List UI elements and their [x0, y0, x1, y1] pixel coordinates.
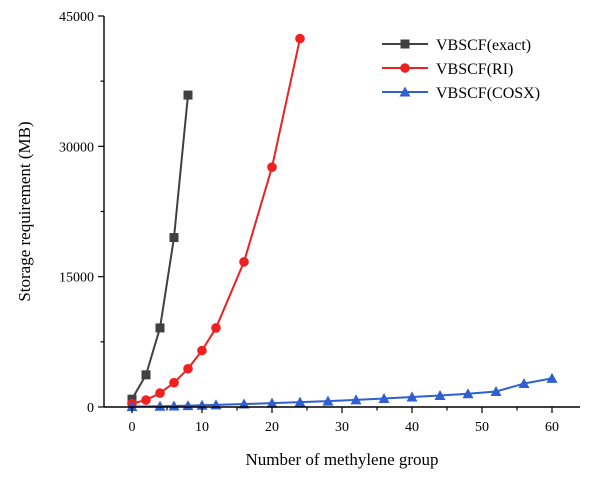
x-axis-title: Number of methylene group: [245, 450, 438, 469]
data-point-1-3: [169, 377, 179, 388]
data-point-1-7: [239, 257, 249, 267]
legend-marker-2: [399, 86, 411, 97]
data-point-2-12: [406, 391, 418, 402]
series-2: [126, 372, 558, 412]
data-point-2-15: [490, 386, 502, 397]
y-axis-title: Storage requirement (MB): [15, 121, 34, 301]
x-tick-label-5: 50: [475, 420, 489, 435]
data-point-2-7: [266, 397, 278, 408]
data-point-2-16: [518, 378, 530, 389]
y-tick-label-1: 15000: [59, 271, 94, 286]
y-tick-label-0: 0: [87, 401, 94, 416]
legend-label-2: VBSCF(COSX): [436, 85, 540, 102]
data-point-2-11: [378, 392, 390, 403]
data-point-0-4: [183, 90, 193, 100]
series-layer: [126, 33, 558, 412]
legend-marker-0: [400, 39, 410, 49]
legend-label-0: VBSCF(exact): [436, 37, 531, 54]
data-point-1-6: [211, 323, 221, 333]
legend: VBSCF(exact) VBSCF(RI) VBSCF(COSX): [382, 37, 540, 102]
x-tick-label-1: 10: [195, 420, 209, 435]
data-point-2-6: [238, 398, 250, 409]
x-tick-label-2: 20: [265, 420, 279, 435]
legend-item-0: VBSCF(exact): [382, 37, 531, 54]
data-point-1-5: [197, 345, 207, 356]
data-point-2-0: [126, 401, 138, 412]
data-point-2-17: [546, 372, 558, 383]
y-tick-label-3: 45000: [59, 10, 94, 25]
data-point-1-1: [141, 395, 151, 405]
data-point-2-2: [168, 400, 180, 411]
x-tick-label-0: 0: [129, 420, 136, 435]
x-tick-label-3: 30: [335, 420, 349, 435]
data-point-2-10: [350, 394, 362, 405]
data-point-1-4: [183, 363, 193, 374]
x-tick-label-6: 60: [545, 420, 559, 435]
series-line-0: [131, 94, 189, 400]
legend-item-2: VBSCF(COSX): [382, 85, 540, 102]
series-line-1: [131, 38, 301, 405]
series-1: [127, 33, 305, 409]
y-tick-label-2: 30000: [59, 140, 94, 155]
data-point-1-2: [155, 388, 165, 398]
legend-label-1: VBSCF(RI): [436, 61, 513, 78]
data-point-2-13: [434, 389, 446, 400]
data-point-2-1: [154, 400, 166, 411]
data-point-1-8: [267, 162, 277, 172]
x-tick-label-4: 40: [405, 420, 419, 435]
data-point-0-3: [169, 233, 179, 243]
tick-layer: 0 10 20 30 40 50 60 0 15000 30000 45000: [59, 10, 559, 435]
data-point-0-1: [141, 370, 151, 380]
data-point-0-2: [155, 323, 165, 333]
series-line-2: [131, 377, 553, 408]
legend-item-1: VBSCF(RI): [382, 61, 513, 78]
data-point-1-9: [295, 33, 305, 44]
data-point-2-8: [294, 396, 306, 407]
data-point-2-9: [322, 395, 334, 406]
data-point-2-14: [462, 388, 474, 399]
legend-marker-1: [400, 63, 410, 73]
series-0: [127, 90, 193, 404]
